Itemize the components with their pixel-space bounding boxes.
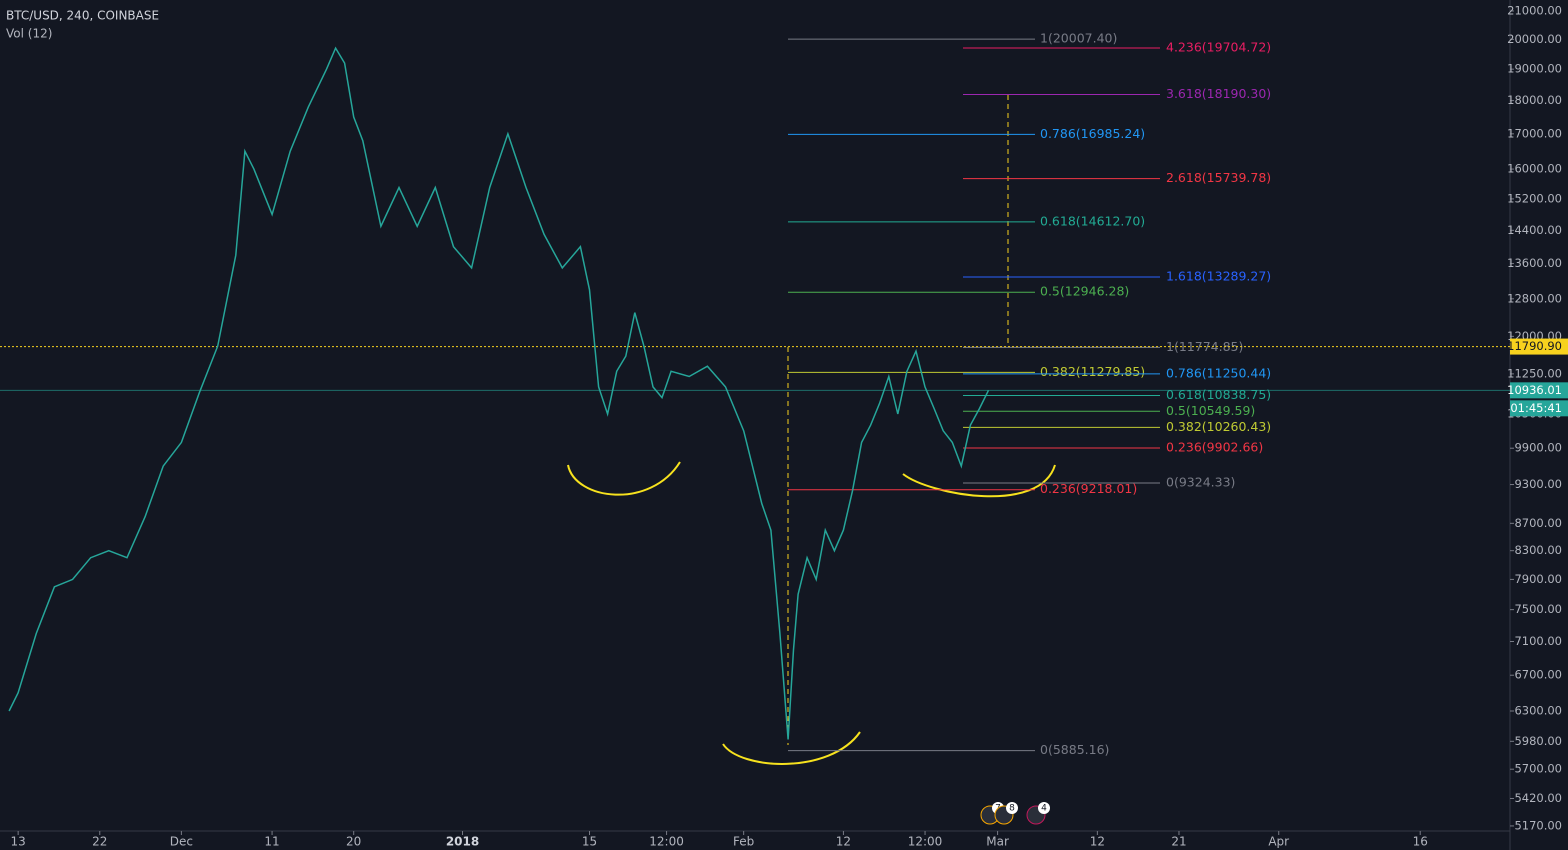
x-tick-label: 2018 — [446, 835, 479, 849]
y-tick-label: 5700.00 — [1514, 762, 1562, 776]
fib-label: 1.618(13289.27) — [1166, 269, 1271, 284]
y-tick-label: 15200.00 — [1507, 191, 1562, 205]
fib-label: 0.5(10549.59) — [1166, 403, 1255, 418]
drawings — [567, 95, 1056, 765]
fib-label: 2.618(15739.78) — [1166, 170, 1271, 185]
x-tick-label: 12:00 — [908, 835, 943, 849]
y-tick-label: 11250.00 — [1507, 366, 1562, 380]
shoulder-arc — [567, 461, 681, 496]
y-tick-label: 8300.00 — [1514, 543, 1562, 557]
fib-label: 4.236(19704.72) — [1166, 39, 1271, 54]
price-line-series — [8, 46, 990, 740]
price-badge-label: 11790.90 — [1507, 339, 1562, 353]
x-tick-label: 13 — [10, 835, 25, 849]
price-badge-label: 10936.01 — [1507, 383, 1562, 397]
y-tick-label: 19000.00 — [1507, 62, 1562, 76]
x-tick-label: 20 — [346, 835, 361, 849]
y-tick-label: 17000.00 — [1507, 126, 1562, 140]
x-tick-label: 12 — [1090, 835, 1105, 849]
fib-label: 3.618(18190.30) — [1166, 86, 1271, 101]
fib-label: 0.786(16985.24) — [1040, 126, 1145, 141]
fib-label: 0.786(11250.44) — [1166, 365, 1271, 380]
symbol-title: BTC/USD, 240, COINBASE — [6, 9, 159, 23]
y-tick-label: 20000.00 — [1507, 32, 1562, 46]
y-tick-label: 9900.00 — [1514, 441, 1562, 455]
fib-label: 0.618(14612.70) — [1040, 213, 1145, 228]
x-tick-label: 12:00 — [649, 835, 684, 849]
fib-label: 1(20007.40) — [1040, 31, 1117, 46]
x-tick-label: Dec — [170, 835, 193, 849]
fib-label: 0.382(10260.43) — [1166, 419, 1271, 434]
fib-label: 0.618(10838.75) — [1166, 387, 1271, 402]
y-tick-label: 7900.00 — [1514, 572, 1562, 586]
y-tick-label: 6300.00 — [1514, 704, 1562, 718]
event-count: 4 — [1041, 804, 1047, 814]
y-tick-label: 5980.00 — [1514, 734, 1562, 748]
fib-label: 0.236(9218.01) — [1040, 481, 1137, 496]
x-tick-label: Feb — [733, 835, 754, 849]
x-tick-label: Apr — [1268, 835, 1289, 849]
x-tick-label: 16 — [1413, 835, 1428, 849]
event-count-dot — [1006, 802, 1018, 814]
y-tick-label: 18000.00 — [1507, 93, 1562, 107]
countdown-label: 01:45:41 — [1510, 401, 1562, 415]
y-tick-label: 7100.00 — [1514, 634, 1562, 648]
y-tick-label: 21000.00 — [1507, 3, 1562, 17]
x-tick-label: 22 — [92, 835, 107, 849]
shoulder-arc — [902, 464, 1056, 498]
y-tick-label: 12800.00 — [1507, 291, 1562, 305]
head-arc — [722, 731, 861, 765]
y-tick-label: 5420.00 — [1514, 791, 1562, 805]
event-count: 8 — [1009, 804, 1015, 814]
fib-label: 0.5(12946.28) — [1040, 284, 1129, 299]
fib-label: 0.382(11279.85) — [1040, 364, 1145, 379]
countdown-badge — [1510, 400, 1568, 417]
price-badge — [1510, 338, 1568, 355]
indicator-title: Vol (12) — [6, 27, 52, 41]
y-tick-label: 9300.00 — [1514, 477, 1562, 491]
event-count-dot — [1038, 802, 1050, 814]
x-tick-label: Mar — [986, 835, 1009, 849]
x-tick-label: 15 — [582, 835, 597, 849]
x-tick-label: 21 — [1171, 835, 1186, 849]
x-tick-label: 11 — [264, 835, 279, 849]
y-tick-label: 14400.00 — [1507, 223, 1562, 237]
y-tick-label: 7500.00 — [1514, 602, 1562, 616]
y-tick-label: 5170.00 — [1514, 818, 1562, 832]
y-tick-label: 16000.00 — [1507, 162, 1562, 176]
y-tick-label: 13600.00 — [1507, 256, 1562, 270]
fib-label: 0(9324.33) — [1166, 475, 1235, 490]
fib-label: 0.236(9902.66) — [1166, 440, 1263, 455]
x-tick-label: 12 — [836, 835, 851, 849]
y-tick-label: 8700.00 — [1514, 516, 1562, 530]
price-badge — [1510, 382, 1568, 399]
y-tick-label: 6700.00 — [1514, 668, 1562, 682]
fib-label: 0(5885.16) — [1040, 742, 1109, 757]
